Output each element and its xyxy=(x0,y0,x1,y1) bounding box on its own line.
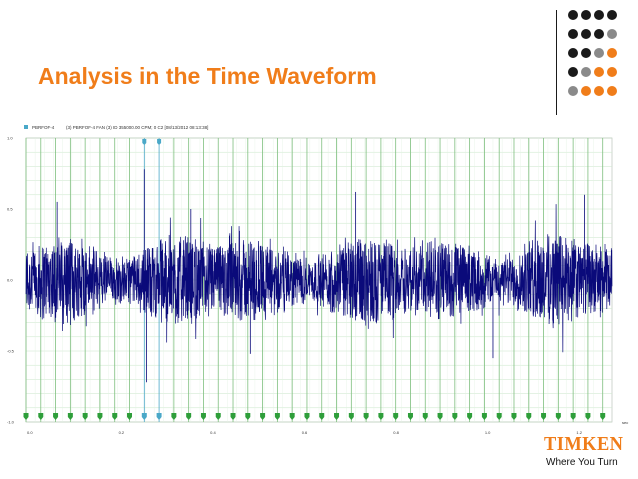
decorative-dot xyxy=(594,29,604,39)
cursor-marker xyxy=(230,413,236,420)
cursor-marker xyxy=(289,413,295,420)
cursor-marker xyxy=(156,413,162,420)
cursor-marker xyxy=(467,413,473,420)
x-tick-label: 0.6 xyxy=(302,430,308,435)
decorative-dot xyxy=(607,86,617,96)
cursor-marker xyxy=(97,413,103,420)
y-tick-label: 1.0 xyxy=(7,136,13,141)
top-cursor-marker xyxy=(157,139,162,145)
decorative-dot xyxy=(594,48,604,58)
header-divider xyxy=(556,10,557,115)
cursor-marker xyxy=(260,413,266,420)
cursor-marker xyxy=(23,413,29,420)
cursor-marker xyxy=(200,413,206,420)
decorative-dot xyxy=(607,67,617,77)
decorative-dot xyxy=(581,67,591,77)
cursor-marker xyxy=(570,413,576,420)
cursor-marker xyxy=(53,413,59,420)
cursor-marker xyxy=(67,413,73,420)
timken-logo: TIMKEN xyxy=(544,433,624,455)
decorative-dot-grid xyxy=(562,8,632,108)
decorative-dot xyxy=(594,67,604,77)
y-tick-label: -0.5 xyxy=(7,349,15,354)
cursor-marker xyxy=(393,413,399,420)
cursor-marker xyxy=(422,413,428,420)
cursor-marker xyxy=(481,413,487,420)
cursor-marker xyxy=(215,413,221,420)
cursor-marker xyxy=(496,413,502,420)
x-tick-label: 0.4 xyxy=(210,430,216,435)
cursor-marker xyxy=(82,413,88,420)
cursor-marker xyxy=(334,413,340,420)
cursor-marker xyxy=(407,413,413,420)
decorative-dot xyxy=(607,29,617,39)
decorative-dot xyxy=(568,10,578,20)
chart-header-icon xyxy=(24,125,28,129)
cursor-marker xyxy=(319,413,325,420)
decorative-dot xyxy=(581,29,591,39)
x-tick-label: 0.2 xyxy=(119,430,125,435)
cursor-marker xyxy=(585,413,591,420)
logo-tagline: Where You Turn xyxy=(546,457,618,468)
cursor-marker xyxy=(363,413,369,420)
top-cursor-marker xyxy=(142,139,147,145)
cursor-marker xyxy=(378,413,384,420)
decorative-dot xyxy=(594,10,604,20)
x-tick-label: 0.8 xyxy=(393,430,399,435)
x-tick-label: 0.0 xyxy=(27,430,33,435)
x-tick-label: 1.2 xyxy=(576,430,582,435)
cursor-marker xyxy=(38,413,44,420)
y-tick-label: -1.0 xyxy=(7,420,15,425)
decorative-dot xyxy=(568,48,578,58)
decorative-dot xyxy=(581,86,591,96)
cursor-marker xyxy=(437,413,443,420)
decorative-dot xyxy=(568,86,578,96)
cursor-marker xyxy=(511,413,517,420)
cursor-marker xyxy=(112,413,118,420)
chart-info-label: (3) PBRFOF-4 FAN (3) ID 355000.00 CPM; 0… xyxy=(66,125,208,130)
cursor-marker xyxy=(452,413,458,420)
decorative-dot xyxy=(607,48,617,58)
y-tick-label: 0.0 xyxy=(7,278,13,283)
cursor-marker xyxy=(555,413,561,420)
cursor-marker xyxy=(127,413,133,420)
decorative-dot xyxy=(607,10,617,20)
decorative-dot xyxy=(568,29,578,39)
slide-title: Analysis in the Time Waveform xyxy=(38,63,377,89)
cursor-marker xyxy=(141,413,147,420)
cursor-marker xyxy=(541,413,547,420)
cursor-marker xyxy=(348,413,354,420)
cursor-marker xyxy=(274,413,280,420)
cursor-marker xyxy=(526,413,532,420)
cursor-marker xyxy=(171,413,177,420)
decorative-dot xyxy=(594,86,604,96)
y-tick-label: 0.5 xyxy=(7,207,13,212)
chart-channel-label: PBRFOF-4 xyxy=(32,125,55,130)
x-tick-label: 1.0 xyxy=(485,430,491,435)
cursor-marker xyxy=(245,413,251,420)
waveform-line xyxy=(25,204,613,353)
cursor-marker xyxy=(600,413,606,420)
x-unit-label: sec xyxy=(622,420,628,425)
time-waveform-chart: PBRFOF-4 (3) PBRFOF-4 FAN (3) ID 355000.… xyxy=(0,120,638,445)
cursor-marker xyxy=(186,413,192,420)
decorative-dot xyxy=(568,67,578,77)
decorative-dot xyxy=(581,48,591,58)
decorative-dot xyxy=(581,10,591,20)
cursor-marker xyxy=(304,413,310,420)
